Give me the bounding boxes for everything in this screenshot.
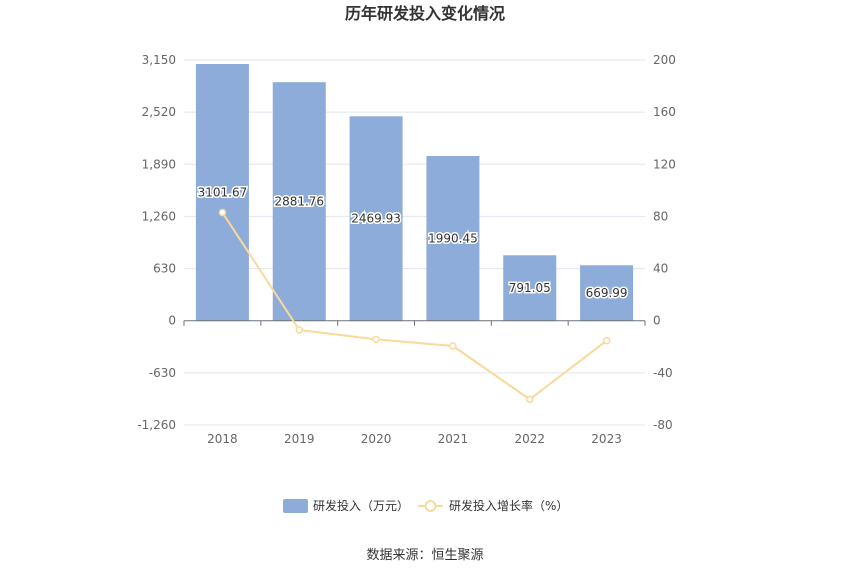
line-series xyxy=(218,208,611,404)
chart-title: 历年研发投入变化情况 xyxy=(345,4,505,23)
bar-data-label: 1990.45 xyxy=(428,231,478,245)
y-axis-left: 3,150 2,520 1,890 1,260 630 0 -630 -1,260 xyxy=(137,53,176,432)
bar-data-label: 791.05 xyxy=(509,281,551,295)
legend-bar-swatch xyxy=(283,499,308,513)
line-point[interactable] xyxy=(295,326,303,334)
y-left-tick-label: 2,520 xyxy=(142,105,176,119)
legend-item-bar[interactable]: 研发投入（万元） xyxy=(283,498,409,513)
line-point[interactable] xyxy=(526,395,534,404)
y-left-tick-label: 3,150 xyxy=(142,53,176,67)
line-point[interactable] xyxy=(218,208,227,217)
bar[interactable] xyxy=(503,255,557,321)
legend-bar-label: 研发投入（万元） xyxy=(313,498,409,513)
legend-line-label: 研发投入增长率（%） xyxy=(449,498,568,513)
grid xyxy=(184,59,645,426)
legend[interactable]: 研发投入（万元） 研发投入增长率（%） xyxy=(283,498,568,513)
line-point[interactable] xyxy=(372,335,380,344)
y-left-tick-label: 1,890 xyxy=(142,157,176,171)
y-left-tick-label: 1,260 xyxy=(142,209,176,223)
y-right-tick-label: 80 xyxy=(653,209,668,223)
y-left-tick-label: 0 xyxy=(168,314,176,328)
bar[interactable] xyxy=(426,155,480,321)
y-right-tick-label: -40 xyxy=(653,366,673,380)
bar[interactable] xyxy=(349,116,403,321)
data-source: 数据来源：恒生聚源 xyxy=(366,548,483,563)
y-right-tick-label: 0 xyxy=(653,314,661,328)
growth-line xyxy=(221,211,608,401)
x-tick-label: 2019 xyxy=(284,432,315,446)
x-tick-label: 2018 xyxy=(207,432,238,446)
line-point[interactable] xyxy=(602,336,611,345)
x-tick-label: 2021 xyxy=(438,432,469,446)
bar-series xyxy=(195,64,634,321)
x-tick-label: 2022 xyxy=(514,432,545,446)
y-right-tick-label: 120 xyxy=(653,157,676,171)
legend-line-marker xyxy=(424,500,437,512)
bar-data-label: 3101.67 xyxy=(198,185,248,199)
y-axis-right: 200 160 120 80 40 0 -40 -80 xyxy=(653,53,676,432)
x-tick-label: 2020 xyxy=(361,432,392,446)
x-tick-label: 2023 xyxy=(591,432,622,446)
y-right-tick-label: -80 xyxy=(653,418,673,432)
y-left-tick-label: 630 xyxy=(153,262,176,276)
y-right-tick-label: 160 xyxy=(653,105,676,119)
bar-data-label: 2881.76 xyxy=(274,194,324,208)
bar[interactable] xyxy=(195,64,249,321)
bar[interactable] xyxy=(580,265,634,321)
y-left-tick-label: -1,260 xyxy=(137,418,176,432)
bar-data-label: 2469.93 xyxy=(351,212,401,226)
legend-item-line[interactable]: 研发投入增长率（%） xyxy=(418,498,568,513)
bar-data-labels: 3101.67 2881.76 2469.93 1990.45 791.05 669.99 xyxy=(196,184,629,302)
x-axis: 2018 2019 2020 2021 2022 2023 xyxy=(183,320,646,446)
y-left-tick-label: -630 xyxy=(149,366,176,380)
bar-data-label: 669.99 xyxy=(586,286,628,300)
y-right-tick-label: 200 xyxy=(653,53,676,67)
line-point[interactable] xyxy=(449,342,457,350)
y-right-tick-label: 40 xyxy=(653,262,668,276)
bar[interactable] xyxy=(272,82,326,321)
